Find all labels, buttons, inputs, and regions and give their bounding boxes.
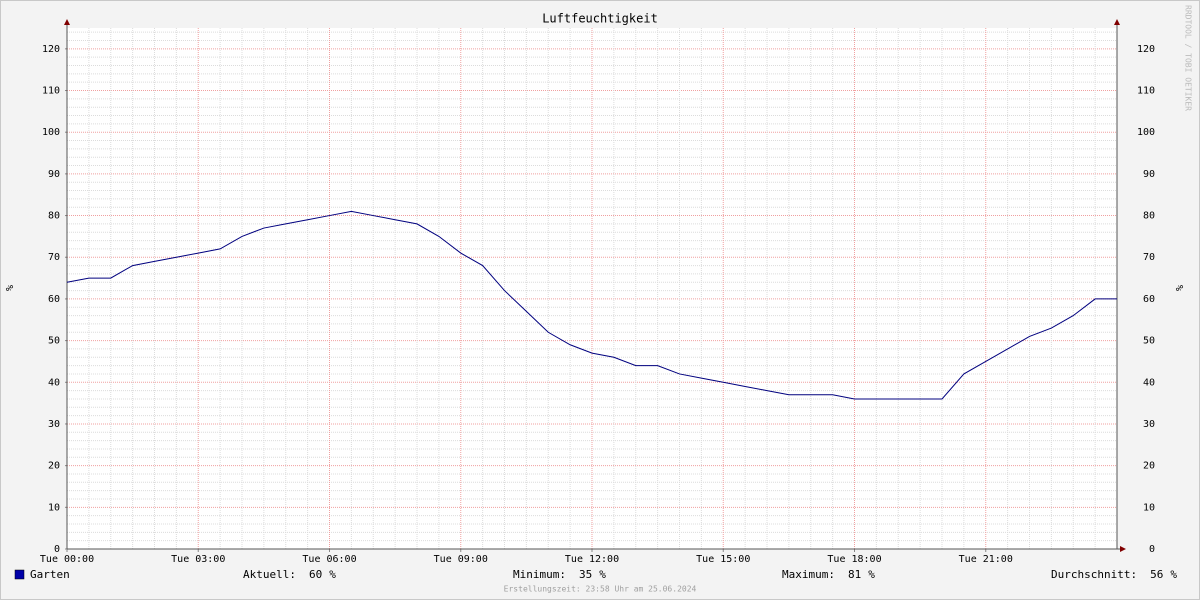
y2-tick-label: 80 — [1143, 211, 1155, 222]
axis-arrow — [1120, 546, 1126, 552]
watermark: RRDTOOL / TOBI OETIKER — [1184, 5, 1193, 111]
x-tick-label: Tue 21:00 — [959, 554, 1013, 565]
y2-tick-label: 60 — [1143, 294, 1155, 305]
y-tick-label: 110 — [42, 86, 60, 97]
y2-tick-label: 20 — [1143, 461, 1155, 472]
x-tick-label: Tue 06:00 — [302, 554, 356, 565]
stat-value: 35 — [579, 568, 592, 581]
series-line — [66, 210, 1117, 400]
y-tick-label: 100 — [42, 127, 60, 138]
x-tick-label: Tue 18:00 — [827, 554, 881, 565]
y2-tick-label: 100 — [1137, 127, 1155, 138]
x-tick-label: Tue 00:00 — [40, 554, 94, 565]
legend-label: Garten — [30, 568, 70, 581]
stat-unit: % — [868, 568, 875, 581]
stat-label: Aktuell: — [243, 568, 296, 581]
y2-axis-label: % — [1175, 285, 1186, 291]
y-tick-label: 20 — [48, 461, 60, 472]
footer: Erstellungszeit: 23:58 Uhr am 25.06.2024 — [504, 585, 697, 594]
chart-title: Luftfeuchtigkeit — [542, 12, 658, 26]
stat-unit: % — [599, 568, 606, 581]
y2-tick-label: 40 — [1143, 377, 1155, 388]
stat-label: Maximum: — [782, 568, 835, 581]
axis-arrow — [1114, 19, 1120, 25]
stat-label: Minimum: — [513, 568, 566, 581]
stat-value: 81 — [848, 568, 861, 581]
stat: Durchschnitt: 56% — [1051, 568, 1177, 581]
stat-unit: % — [329, 568, 336, 581]
y-tick-label: 30 — [48, 419, 60, 430]
stat-value: 56 — [1150, 568, 1163, 581]
y-tick-label: 90 — [48, 169, 60, 180]
y-tick-label: 10 — [48, 502, 60, 513]
y-tick-label: 0 — [54, 544, 60, 555]
stat: Aktuell: 60% — [243, 568, 336, 581]
x-tick-label: Tue 12:00 — [565, 554, 619, 565]
y2-tick-label: 10 — [1143, 502, 1155, 513]
y2-tick-label: 90 — [1143, 169, 1155, 180]
y2-tick-label: 110 — [1137, 86, 1155, 97]
y2-tick-label: 120 — [1137, 44, 1155, 55]
x-tick-label: Tue 15:00 — [696, 554, 750, 565]
y2-tick-label: 70 — [1143, 252, 1155, 263]
y-tick-label: 80 — [48, 211, 60, 222]
y-tick-label: 50 — [48, 336, 60, 347]
y-tick-label: 120 — [42, 44, 60, 55]
y2-tick-label: 50 — [1143, 336, 1155, 347]
y-axis-label: % — [5, 285, 16, 291]
x-tick-label: Tue 09:00 — [434, 554, 488, 565]
stat-unit: % — [1170, 568, 1177, 581]
stat: Maximum: 81% — [782, 568, 875, 581]
stat-label: Durchschnitt: — [1051, 568, 1137, 581]
y-tick-label: 40 — [48, 377, 60, 388]
stat: Minimum: 35% — [513, 568, 606, 581]
axis-arrow — [64, 19, 70, 25]
y2-tick-label: 0 — [1149, 544, 1155, 555]
legend-swatch — [14, 569, 25, 580]
y-tick-label: 70 — [48, 252, 60, 263]
y-tick-label: 60 — [48, 294, 60, 305]
x-tick-label: Tue 03:00 — [171, 554, 225, 565]
y2-tick-label: 30 — [1143, 419, 1155, 430]
stat-value: 60 — [309, 568, 322, 581]
